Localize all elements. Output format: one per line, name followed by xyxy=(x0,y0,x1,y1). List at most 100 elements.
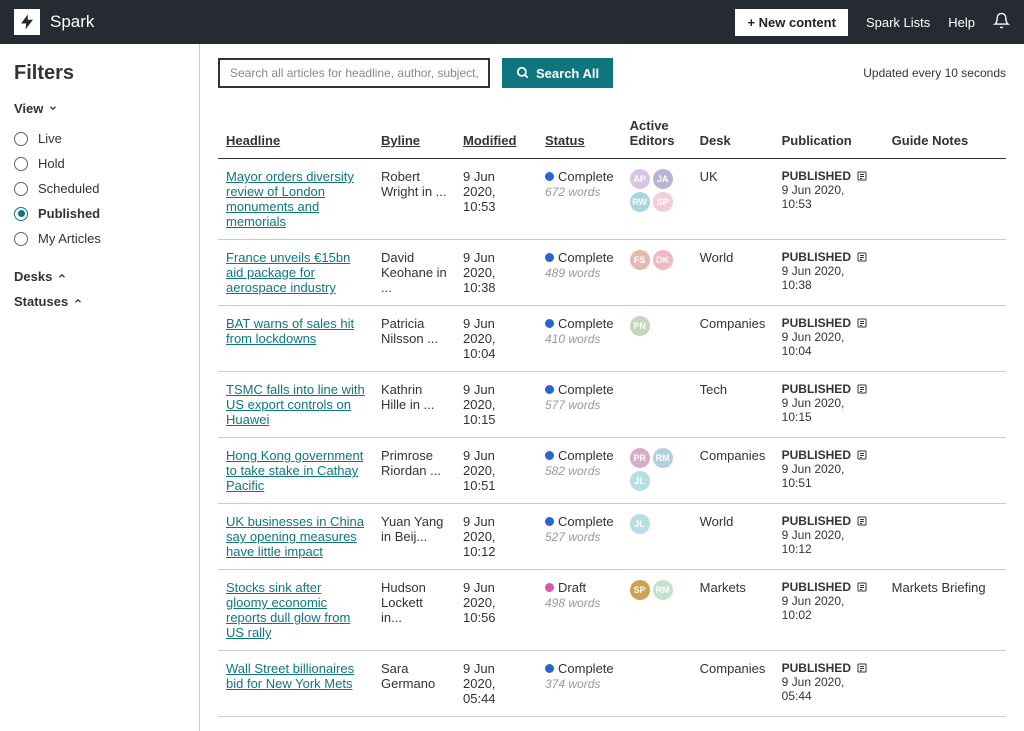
byline-cell: Hudson Lockett in... xyxy=(373,570,455,651)
editors-cell: PRRMJL xyxy=(630,448,684,491)
radio-icon xyxy=(14,207,28,221)
headline-link[interactable]: Mayor orders diversity review of London … xyxy=(226,169,354,229)
radio-label: My Articles xyxy=(38,231,101,246)
byline-cell: David Keohane in ... xyxy=(373,240,455,306)
editor-badge[interactable]: FS xyxy=(630,250,650,270)
updated-text: Updated every 10 seconds xyxy=(863,66,1006,80)
byline-cell: Yuan Yang in Beij... xyxy=(373,504,455,570)
headline-link[interactable]: Stocks sink after gloomy economic report… xyxy=(226,580,350,640)
publication-cell: PUBLISHED9 Jun 2020, 05:44 xyxy=(774,651,884,717)
view-radio-scheduled[interactable]: Scheduled xyxy=(14,176,185,201)
publication-cell: PUBLISHED9 Jun 2020, 10:53 xyxy=(774,159,884,240)
editors-cell: PN xyxy=(630,316,684,336)
byline-cell: Primrose Riordan ... xyxy=(373,438,455,504)
notes-cell xyxy=(884,240,1006,306)
col-byline[interactable]: Byline xyxy=(373,110,455,159)
headline-link[interactable]: UK businesses in China say opening measu… xyxy=(226,514,364,559)
editors-cell: APJARWSP xyxy=(630,169,684,212)
chevron-up-icon xyxy=(73,294,83,309)
radio-icon xyxy=(14,132,28,146)
editor-badge[interactable]: RM xyxy=(653,580,673,600)
col-headline[interactable]: Headline xyxy=(218,110,373,159)
editor-badge[interactable]: JL xyxy=(630,471,650,491)
newspaper-icon xyxy=(856,581,868,593)
editor-badge[interactable]: PR xyxy=(630,448,650,468)
pub-date: 9 Jun 2020, 10:04 xyxy=(782,330,876,358)
search-row: Search All Updated every 10 seconds xyxy=(218,58,1006,88)
col-editors: Active Editors xyxy=(622,110,692,159)
headline-link[interactable]: TSMC falls into line with US export cont… xyxy=(226,382,365,427)
editor-badge[interactable]: AP xyxy=(630,169,650,189)
table-row: Mayor orders diversity review of London … xyxy=(218,159,1006,240)
desks-section-header[interactable]: Desks xyxy=(14,269,185,284)
editor-badge[interactable]: JL xyxy=(630,514,650,534)
chevron-up-icon xyxy=(57,269,67,284)
radio-icon xyxy=(14,157,28,171)
table-row: Stocks sink after gloomy economic report… xyxy=(218,570,1006,651)
headline-link[interactable]: Hong Kong government to take stake in Ca… xyxy=(226,448,363,493)
status-cell: Complete577 words xyxy=(537,372,622,438)
table-row: TSMC falls into line with US export cont… xyxy=(218,372,1006,438)
view-radio-live[interactable]: Live xyxy=(14,126,185,151)
new-content-button[interactable]: + New content xyxy=(735,9,848,36)
spark-icon xyxy=(18,13,36,31)
radio-label: Live xyxy=(38,131,62,146)
editor-badge[interactable]: SP xyxy=(630,580,650,600)
status-dot xyxy=(545,451,554,460)
editor-badge[interactable]: RM xyxy=(653,448,673,468)
spark-lists-link[interactable]: Spark Lists xyxy=(866,15,930,30)
notifications-icon[interactable] xyxy=(993,12,1010,32)
byline-cell: Sara Germano xyxy=(373,651,455,717)
editors-cell: FSDK xyxy=(630,250,684,270)
view-radio-published[interactable]: Published xyxy=(14,201,185,226)
editor-badge[interactable]: SP xyxy=(653,192,673,212)
statuses-section-header[interactable]: Statuses xyxy=(14,294,185,309)
pub-status: PUBLISHED xyxy=(782,169,851,183)
headline-link[interactable]: France unveils €15bn aid package for aer… xyxy=(226,250,350,295)
modified-cell: 9 Jun 2020, 10:51 xyxy=(455,438,537,504)
col-status[interactable]: Status xyxy=(537,110,622,159)
pub-status: PUBLISHED xyxy=(782,580,851,594)
status-cell: Draft498 words xyxy=(537,570,622,651)
editor-badge[interactable]: RW xyxy=(630,192,650,212)
view-radio-hold[interactable]: Hold xyxy=(14,151,185,176)
word-count: 582 words xyxy=(545,464,600,478)
editor-badge[interactable]: DK xyxy=(653,250,673,270)
headline-link[interactable]: BAT warns of sales hit from lockdowns xyxy=(226,316,354,346)
col-modified[interactable]: Modified xyxy=(455,110,537,159)
desk-cell: Markets xyxy=(692,570,774,651)
table-row: Hong Kong government to take stake in Ca… xyxy=(218,438,1006,504)
modified-cell: 9 Jun 2020, 10:53 xyxy=(455,159,537,240)
statuses-label: Statuses xyxy=(14,294,68,309)
editor-badge[interactable]: JA xyxy=(653,169,673,189)
pub-status: PUBLISHED xyxy=(782,661,851,675)
app-logo[interactable] xyxy=(14,9,40,35)
desk-cell: Companies xyxy=(692,651,774,717)
radio-label: Scheduled xyxy=(38,181,99,196)
newspaper-icon xyxy=(856,170,868,182)
view-radio-list: Live Hold Scheduled Published My Articles xyxy=(14,126,185,251)
publication-cell: PUBLISHED9 Jun 2020, 10:02 xyxy=(774,570,884,651)
notes-cell xyxy=(884,159,1006,240)
headline-link[interactable]: Wall Street billionaires bid for New Yor… xyxy=(226,661,354,691)
view-radio-my-articles[interactable]: My Articles xyxy=(14,226,185,251)
editor-badge[interactable]: PN xyxy=(630,316,650,336)
byline-cell: Kathrin Hille in ... xyxy=(373,372,455,438)
byline-cell: Patricia Nilsson ... xyxy=(373,306,455,372)
status-dot xyxy=(545,319,554,328)
modified-cell: 9 Jun 2020, 10:04 xyxy=(455,306,537,372)
desk-cell: Companies xyxy=(692,438,774,504)
word-count: 498 words xyxy=(545,596,600,610)
search-input[interactable] xyxy=(218,58,490,88)
word-count: 577 words xyxy=(545,398,600,412)
search-all-button[interactable]: Search All xyxy=(502,58,613,88)
status-cell: Complete374 words xyxy=(537,651,622,717)
pub-status: PUBLISHED xyxy=(782,382,851,396)
radio-label: Published xyxy=(38,206,100,221)
notes-cell xyxy=(884,651,1006,717)
publication-cell: PUBLISHED9 Jun 2020, 10:15 xyxy=(774,372,884,438)
view-section-header[interactable]: View xyxy=(14,101,185,116)
help-link[interactable]: Help xyxy=(948,15,975,30)
notes-cell xyxy=(884,504,1006,570)
desk-cell: World xyxy=(692,504,774,570)
